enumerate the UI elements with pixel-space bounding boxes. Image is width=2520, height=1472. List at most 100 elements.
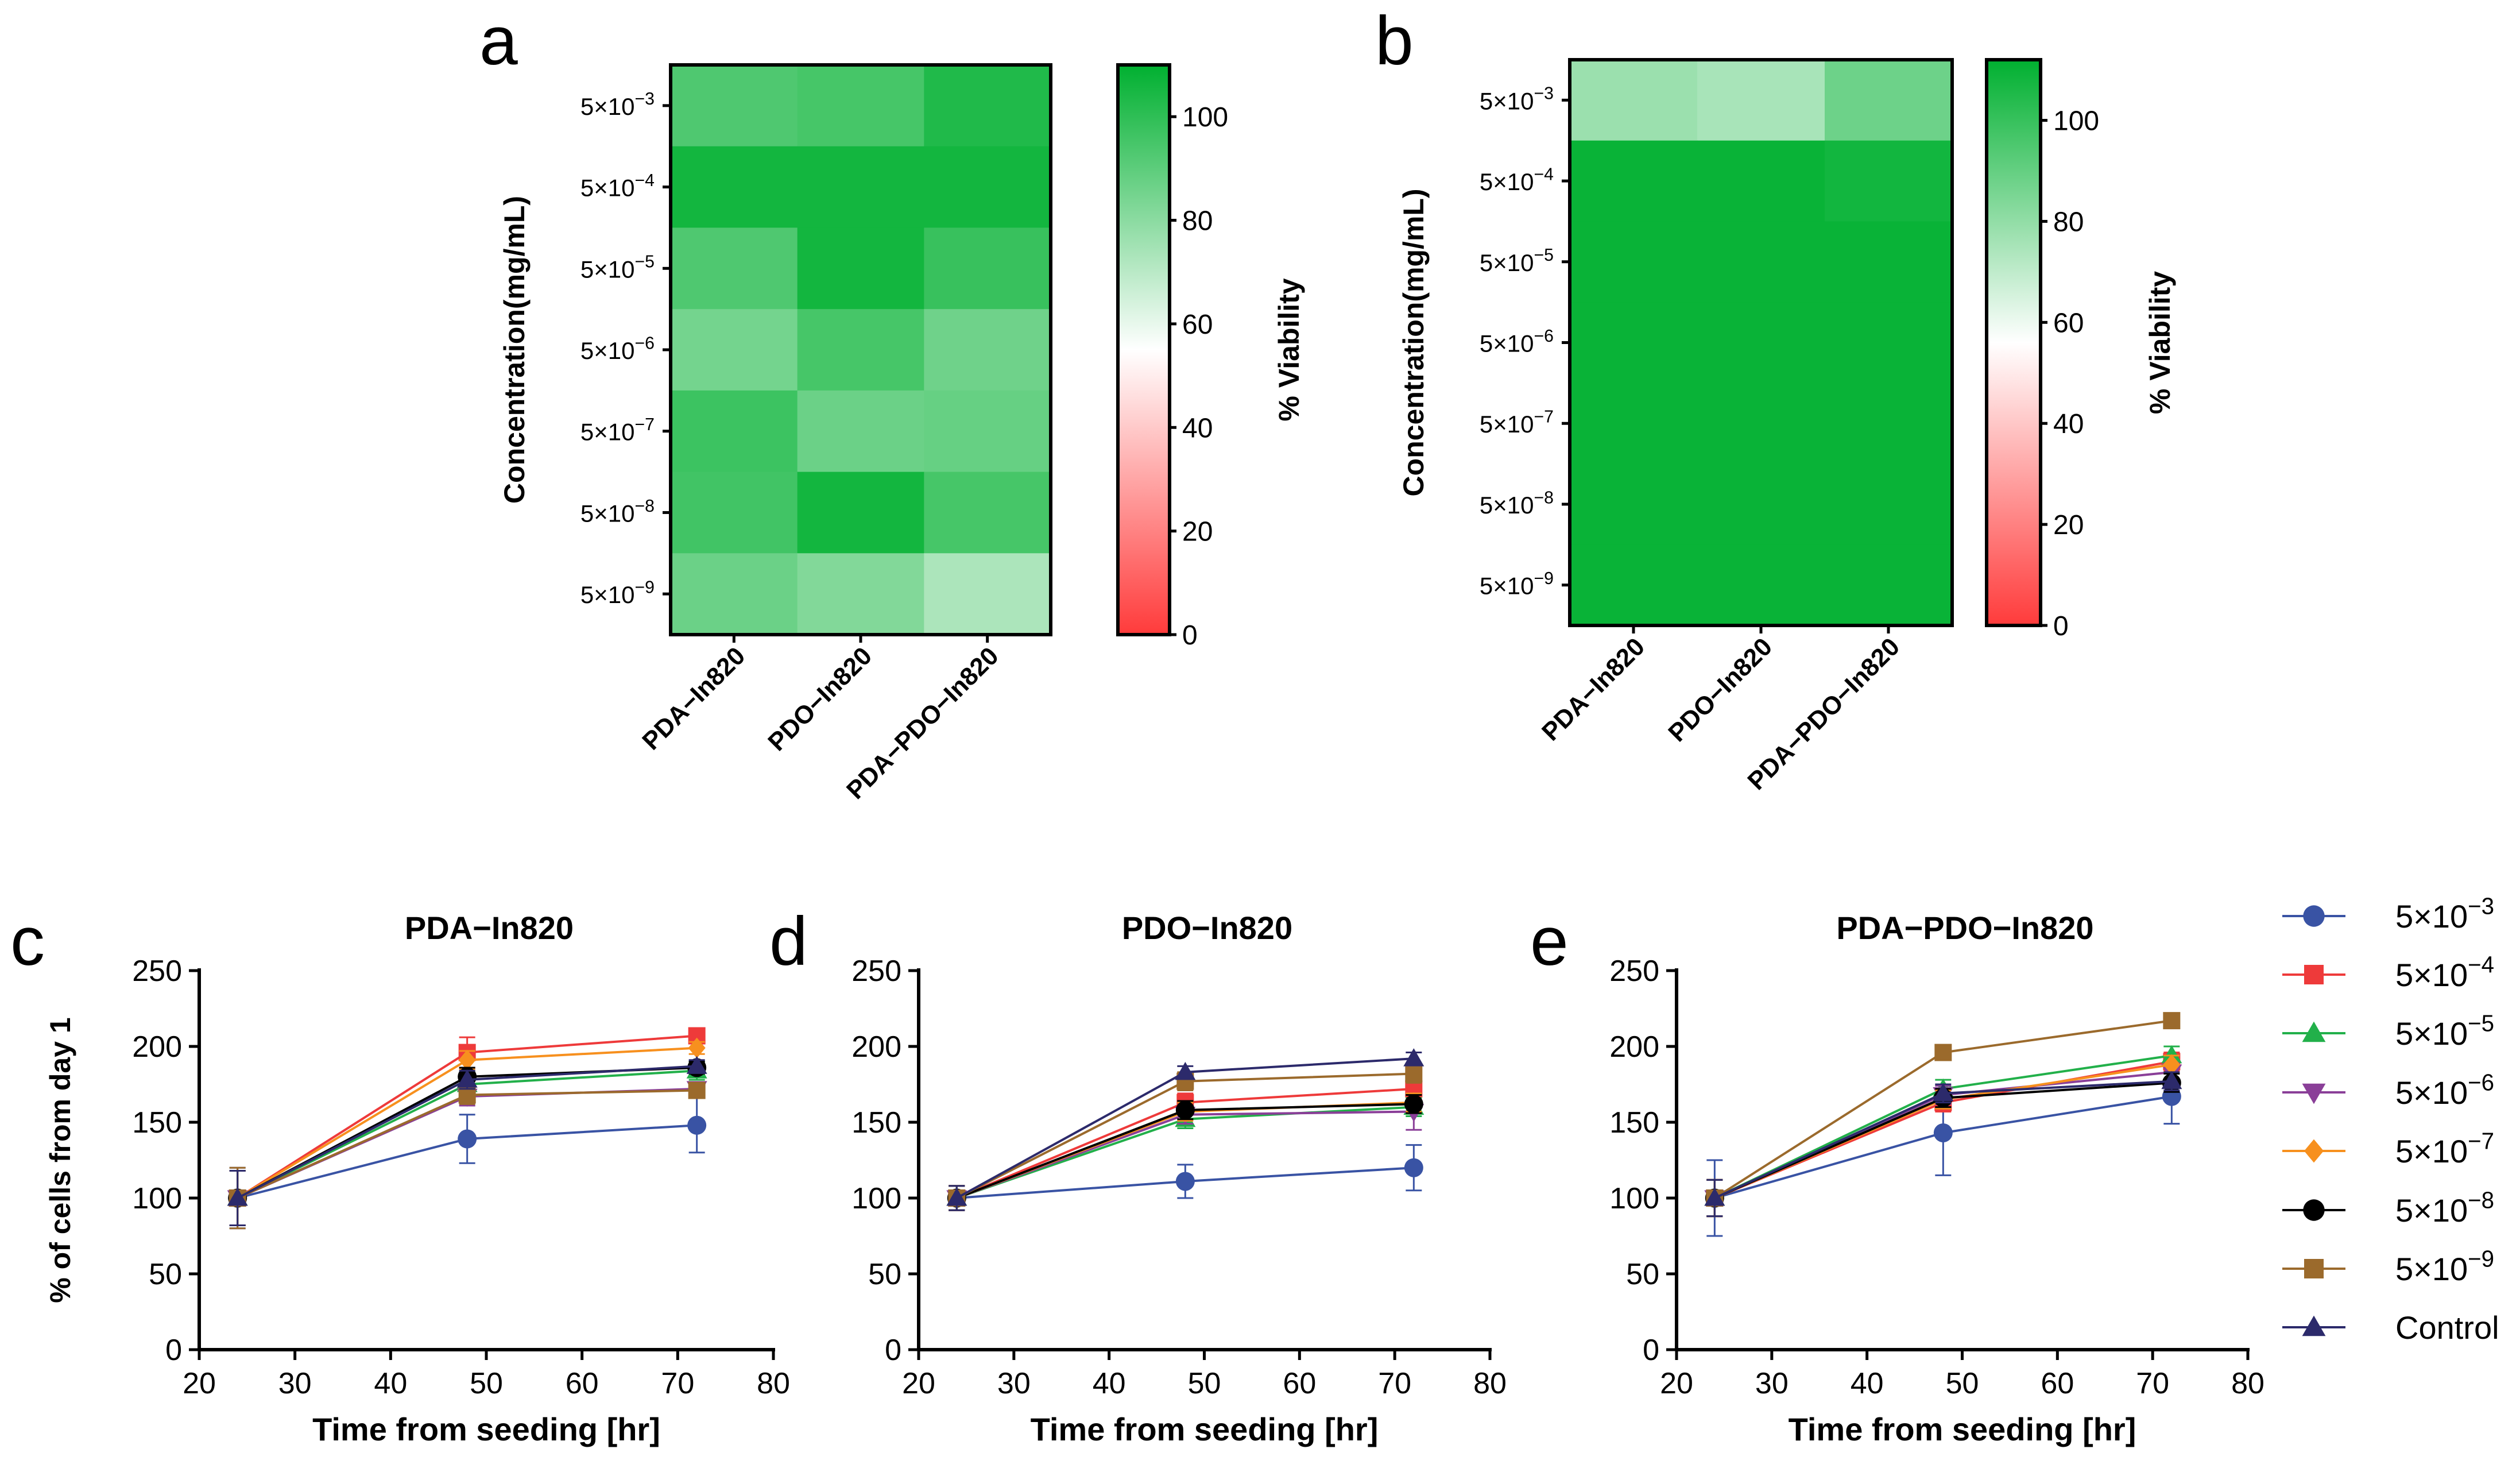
heatmap-cell xyxy=(924,146,1051,229)
heatmap-cell xyxy=(671,390,798,473)
data-point xyxy=(946,1188,967,1206)
legend-marker xyxy=(2302,1021,2326,1042)
x-tick-label: 50 xyxy=(1188,1367,1221,1400)
legend-label: 5×10−3 xyxy=(2395,893,2494,934)
data-point xyxy=(456,1069,478,1088)
heatmap-cell xyxy=(1697,302,1825,384)
heatmap-cell xyxy=(1570,463,1698,545)
data-point xyxy=(1403,1048,1424,1067)
x-tick-label: 40 xyxy=(374,1367,407,1400)
heatmap-cell xyxy=(1825,140,1953,222)
heatmap-cell xyxy=(1825,544,1953,626)
heatmap-cell xyxy=(1697,383,1825,465)
legend-marker xyxy=(2303,1199,2325,1221)
line-panel-e: 0 50 100 150 200 250 20 30 40 50 60 70 80 Time from s… xyxy=(1609,910,2264,1447)
heatmap-cell xyxy=(797,390,924,473)
heatmap-cell xyxy=(671,146,798,229)
colorbar-label: % Viability xyxy=(2144,271,2176,414)
y-tick-label: 250 xyxy=(1609,955,1659,988)
colorbar-tick-label: 80 xyxy=(2053,207,2084,237)
panel-letter-e: e xyxy=(1530,903,1569,980)
heatmap-cell xyxy=(797,553,924,635)
heatmap-row-label: 5×10−3 xyxy=(1480,84,1554,115)
legend-marker xyxy=(2302,1083,2326,1104)
heatmap-row-label: 5×10−4 xyxy=(580,171,655,202)
heatmap-cell xyxy=(924,309,1051,391)
data-point xyxy=(1175,1172,1195,1191)
data-point xyxy=(1934,1044,1952,1061)
legend: 5×10−3 5×10−4 5×10−5 5×10−6 5×10−7 5×10−8 5×10… xyxy=(2282,893,2499,1346)
x-tick-label: 80 xyxy=(2231,1367,2264,1400)
data-point xyxy=(2161,1045,2182,1064)
legend-label: 5×10−7 xyxy=(2395,1127,2494,1169)
chart-title: PDA−PDO−In820 xyxy=(1836,910,2093,946)
x-axis-label: Time from seeding [hr] xyxy=(312,1411,660,1447)
data-point xyxy=(1405,1065,1423,1083)
legend-label: 5×10−8 xyxy=(2395,1187,2494,1228)
legend-label: 5×10−5 xyxy=(2395,1010,2494,1052)
panel-letter-b: b xyxy=(1375,2,1414,79)
y-tick-label: 150 xyxy=(132,1106,182,1139)
y-tick-label: 250 xyxy=(132,955,182,988)
heatmap-cell xyxy=(1825,383,1953,465)
x-tick-label: 50 xyxy=(1946,1367,1979,1400)
heatmap-row-label: 5×10−3 xyxy=(580,90,655,120)
heatmap-col-label: PDO−In820 xyxy=(1663,632,1778,747)
data-point xyxy=(458,1049,476,1071)
x-axis-label: Time from seeding [hr] xyxy=(1031,1411,1379,1447)
heatmap-cell xyxy=(797,472,924,554)
data-point xyxy=(227,1188,248,1206)
colorbar-label: % Viability xyxy=(1273,278,1305,421)
data-point xyxy=(1175,1100,1195,1120)
heatmap-cell xyxy=(1825,60,1953,141)
chart-title: PDA−In820 xyxy=(405,910,574,946)
heatmap-cell xyxy=(924,390,1051,473)
heatmap-ylabel: Concentration(mg/mL) xyxy=(498,196,531,504)
x-tick-label: 30 xyxy=(278,1367,312,1400)
heatmap-row-label: 5×10−8 xyxy=(1480,488,1554,519)
heatmap-row-label: 5×10−6 xyxy=(580,334,655,364)
x-tick-label: 20 xyxy=(902,1367,935,1400)
data-point xyxy=(458,1129,477,1149)
x-tick-label: 30 xyxy=(1755,1367,1789,1400)
y-tick-label: 100 xyxy=(1609,1182,1659,1215)
heatmap-col-label: PDA−In820 xyxy=(637,642,750,755)
heatmap-panel-b: 5×10−3 5×10−4 5×10−5 5×10−6 5×10−7 5×10−8 5×10… xyxy=(1398,58,2176,795)
x-tick-label: 80 xyxy=(1473,1367,1507,1400)
y-tick-label: 0 xyxy=(1643,1334,1659,1367)
x-tick-label: 30 xyxy=(997,1367,1031,1400)
heatmap-cell xyxy=(1570,383,1698,465)
colorbar-tick-label: 0 xyxy=(2053,611,2069,642)
heatmap-cell xyxy=(797,309,924,391)
data-point xyxy=(2163,1012,2181,1030)
y-tick-label: 150 xyxy=(851,1106,901,1139)
heatmap-cell xyxy=(1825,302,1953,384)
y-tick-label: 100 xyxy=(851,1182,901,1215)
y-tick-label: 200 xyxy=(851,1030,901,1064)
heatmap-cell xyxy=(1570,544,1698,626)
y-tick-label: 100 xyxy=(132,1182,182,1215)
chart-title: PDO−In820 xyxy=(1122,910,1292,946)
heatmap-cell xyxy=(797,227,924,310)
data-point xyxy=(1404,1158,1423,1177)
heatmap-cell xyxy=(924,472,1051,554)
y-tick-label: 50 xyxy=(149,1258,182,1291)
heatmap-cell xyxy=(1570,60,1698,141)
data-point xyxy=(1933,1083,1954,1102)
heatmap-cell xyxy=(671,227,798,310)
heatmap-cell xyxy=(924,227,1051,310)
heatmap-row-label: 5×10−7 xyxy=(1480,408,1554,438)
heatmap-col-label: PDA−In820 xyxy=(1536,632,1650,746)
heatmap-row-label: 5×10−9 xyxy=(1480,569,1554,600)
colorbar-tick-label: 20 xyxy=(2053,510,2084,540)
x-tick-label: 70 xyxy=(1378,1367,1411,1400)
heatmap-row-label: 5×10−6 xyxy=(1480,327,1554,357)
heatmap-cell xyxy=(671,309,798,391)
legend-label: 5×10−4 xyxy=(2395,951,2494,993)
heatmap-cell xyxy=(671,472,798,554)
heatmap-cell xyxy=(1570,221,1698,303)
heatmap-cell xyxy=(797,65,924,147)
data-point xyxy=(2163,1054,2181,1075)
data-point xyxy=(688,1081,706,1099)
colorbar-tick-label: 0 xyxy=(1182,620,1198,651)
